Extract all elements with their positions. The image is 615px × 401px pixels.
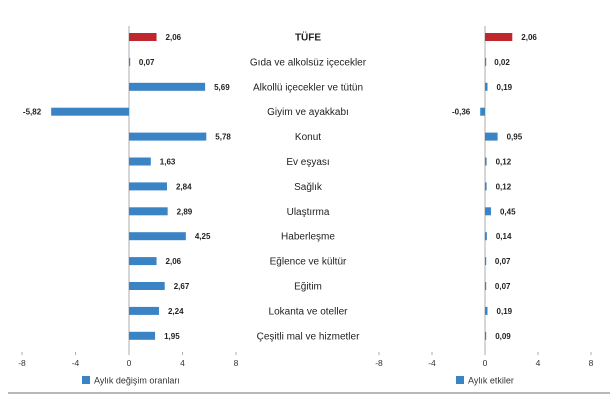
category-label: Sağlık xyxy=(294,182,323,193)
category-label: Ev eşyası xyxy=(286,157,329,168)
data-label-monthly-impact: 0,19 xyxy=(497,83,513,92)
data-label-monthly-impact: 2,06 xyxy=(521,33,537,42)
data-label-monthly-impact: 0,07 xyxy=(495,282,511,291)
chart-panel-monthly-impact: 2,06 0,02 0,19 -0,36 0,95 0,12 0,12 0,45 0,14 0,0… xyxy=(375,26,594,386)
data-label-monthly-impact: 0,45 xyxy=(500,207,516,216)
bar-monthly-impact xyxy=(480,107,485,116)
data-label-monthly-change: 2,67 xyxy=(174,282,190,291)
data-label-monthly-impact: 0,02 xyxy=(494,58,510,67)
bar-monthly-change xyxy=(129,282,165,290)
bar-monthly-change xyxy=(129,82,206,91)
data-label-monthly-impact: 0,12 xyxy=(496,182,512,191)
data-label-monthly-change: 1,95 xyxy=(164,332,180,341)
category-label: Lokanta ve oteller xyxy=(269,306,349,317)
x-tick-label: 0 xyxy=(483,358,488,368)
bar-monthly-impact xyxy=(485,306,488,315)
data-label-monthly-impact: 0,19 xyxy=(497,307,513,316)
legend-label-monthly-change: Aylık değişim oranları xyxy=(94,376,180,386)
x-tick-label: -4 xyxy=(72,358,80,368)
data-label-monthly-change: 2,06 xyxy=(166,33,182,42)
data-label-monthly-impact: 0,09 xyxy=(495,332,511,341)
bar-monthly-impact xyxy=(485,232,487,241)
bar-monthly-impact xyxy=(485,157,487,166)
chart-panel-monthly-change: 2,06 0,07 5,69 -5,82 5,78 1,63 2,84 2,89 4,25 2,0… xyxy=(18,26,239,386)
category-label: Eğitim xyxy=(294,282,322,293)
bar-monthly-change xyxy=(129,33,157,41)
x-tick-label: -8 xyxy=(18,358,26,368)
x-tick-label: 4 xyxy=(536,358,541,368)
bar-monthly-change xyxy=(129,257,157,266)
category-label: Haberleşme xyxy=(281,232,335,243)
legend-swatch-monthly-impact xyxy=(456,376,464,384)
category-label: Ulaştırma xyxy=(287,207,330,218)
category-label: Eğlence ve kültür xyxy=(270,257,347,268)
data-label-monthly-change: 2,89 xyxy=(177,207,193,216)
data-label-monthly-change: 2,24 xyxy=(168,307,184,316)
legend-swatch-monthly-change xyxy=(82,376,90,384)
bar-monthly-change xyxy=(129,57,131,66)
category-label: Konut xyxy=(295,132,321,143)
data-label-monthly-change: 4,25 xyxy=(195,232,211,241)
data-label-monthly-impact: 0,07 xyxy=(495,257,511,266)
x-tick-label: 8 xyxy=(589,358,594,368)
bar-monthly-impact xyxy=(485,207,491,216)
bar-monthly-change xyxy=(129,182,167,191)
x-tick-label: 8 xyxy=(234,358,239,368)
x-tick-label: 4 xyxy=(180,358,185,368)
bar-monthly-change xyxy=(129,306,159,315)
category-label: Giyim ve ayakkabı xyxy=(267,107,349,118)
bar-monthly-impact xyxy=(485,257,487,266)
bar-monthly-impact xyxy=(485,331,487,340)
data-label-monthly-change: 5,69 xyxy=(214,83,230,92)
data-label-monthly-change: 2,84 xyxy=(176,182,192,191)
bar-monthly-change xyxy=(129,232,186,241)
bar-monthly-impact xyxy=(485,182,487,191)
x-tick-label: -4 xyxy=(428,358,436,368)
data-label-monthly-change: -5,82 xyxy=(23,108,42,117)
bar-monthly-change xyxy=(129,132,207,141)
bar-monthly-impact xyxy=(485,33,513,41)
category-label: Alkollü içecekler ve tütün xyxy=(253,82,363,93)
data-label-monthly-change: 1,63 xyxy=(160,158,176,167)
data-label-monthly-impact: 0,14 xyxy=(496,232,512,241)
bar-monthly-impact xyxy=(485,57,487,66)
bar-monthly-impact xyxy=(485,282,487,290)
legend-label-monthly-impact: Aylık etkiler xyxy=(468,376,514,386)
data-label-monthly-impact: 0,12 xyxy=(496,158,512,167)
bar-monthly-change xyxy=(129,157,151,166)
data-label-monthly-impact: -0,36 xyxy=(452,108,471,117)
data-label-monthly-change: 0,07 xyxy=(139,58,155,67)
x-tick-label: -8 xyxy=(375,358,383,368)
bar-monthly-change xyxy=(129,331,156,340)
category-labels: TÜFE Gıda ve alkolsüz içecekler Alkollü iç… xyxy=(250,31,367,343)
category-label: Çeşitli mal ve hizmetler xyxy=(257,331,360,342)
data-label-monthly-change: 5,78 xyxy=(215,133,231,142)
bar-monthly-change xyxy=(51,107,129,116)
bar-monthly-change xyxy=(129,207,168,216)
bar-monthly-impact xyxy=(485,132,498,141)
category-label: TÜFE xyxy=(295,31,321,44)
category-label: Gıda ve alkolsüz içecekler xyxy=(250,57,367,68)
x-tick-label: 0 xyxy=(127,358,132,368)
data-label-monthly-impact: 0,95 xyxy=(507,133,523,142)
data-label-monthly-change: 2,06 xyxy=(166,257,182,266)
bar-monthly-impact xyxy=(485,82,488,91)
